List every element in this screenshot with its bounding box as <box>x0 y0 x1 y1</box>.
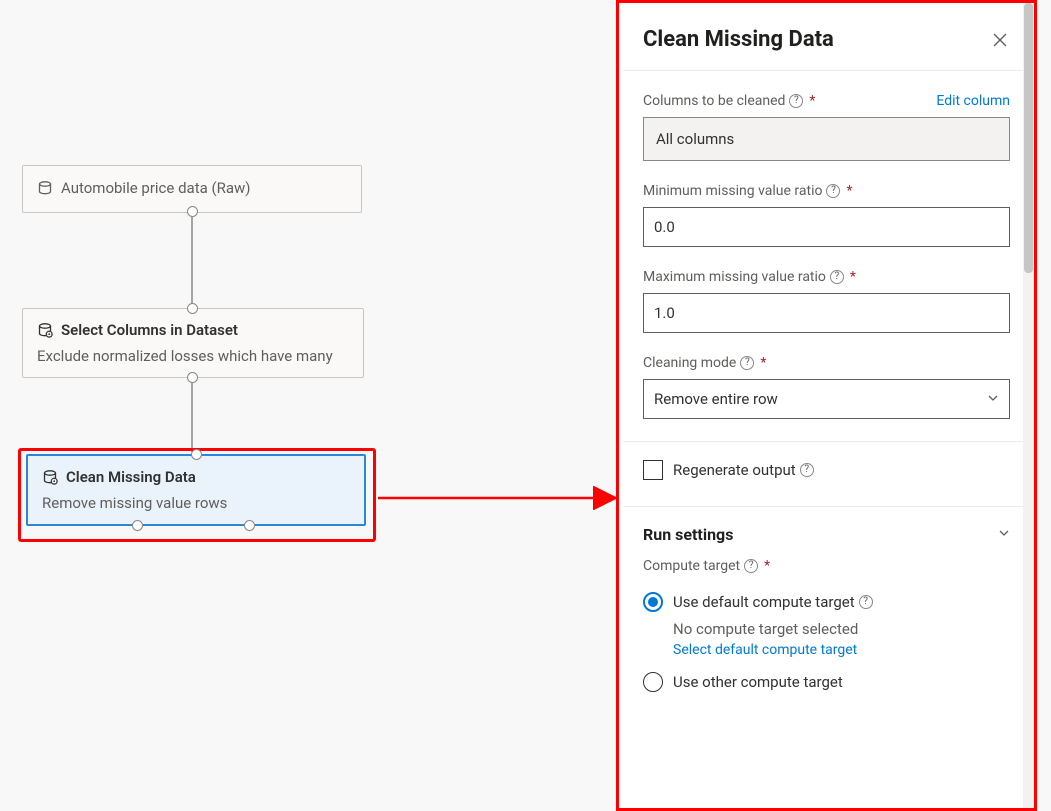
regenerate-output-row: Regenerate output ? <box>643 442 1010 484</box>
field-min-ratio: Minimum missing value ratio ? * <box>643 183 1010 247</box>
max-ratio-input[interactable] <box>643 293 1010 333</box>
help-icon[interactable]: ? <box>740 356 754 370</box>
node-output-port[interactable] <box>187 372 198 383</box>
run-settings-header[interactable]: Run settings <box>643 507 1010 544</box>
panel-scrollbar[interactable] <box>1023 3 1034 808</box>
default-compute-sub: No compute target selected Select defaul… <box>673 620 1010 658</box>
annotation-arrow <box>378 486 628 510</box>
module-icon <box>37 322 53 338</box>
node-subtitle: Remove missing value rows <box>42 494 350 512</box>
field-label: Compute target ? * <box>643 558 1010 574</box>
radio-label: Use other compute target <box>673 673 843 691</box>
field-columns-to-clean: Columns to be cleaned ? * Edit column Al… <box>643 93 1010 161</box>
radio-default-compute[interactable] <box>643 592 663 612</box>
section-title: Run settings <box>643 525 733 544</box>
node-subtitle: Exclude normalized losses which have man… <box>37 347 349 365</box>
radio-label: Use default compute target ? <box>673 593 873 611</box>
field-label: Columns to be cleaned ? * <box>643 93 815 109</box>
required-mark: * <box>850 269 856 285</box>
edit-column-link[interactable]: Edit column <box>936 93 1010 109</box>
required-mark: * <box>760 355 766 371</box>
regenerate-checkbox[interactable] <box>643 460 663 480</box>
help-icon[interactable]: ? <box>789 94 803 108</box>
node-output-port[interactable] <box>187 206 198 217</box>
required-mark: * <box>809 93 815 109</box>
field-label: Maximum missing value ratio ? * <box>643 269 856 285</box>
pipeline-node-clean-missing-data[interactable]: Clean Missing Data Remove missing value … <box>26 454 366 526</box>
pipeline-node-dataset[interactable]: Automobile price data (Raw) <box>22 165 362 213</box>
node-title: Clean Missing Data <box>66 468 196 486</box>
node-input-port[interactable] <box>187 303 198 314</box>
help-icon[interactable]: ? <box>800 463 814 477</box>
field-cleaning-mode: Cleaning mode ? * Remove entire row <box>643 355 1010 419</box>
min-ratio-input[interactable] <box>643 207 1010 247</box>
node-title: Automobile price data (Raw) <box>61 179 251 197</box>
help-icon[interactable]: ? <box>744 559 758 573</box>
node-output-port-2[interactable] <box>244 520 255 531</box>
field-label: Minimum missing value ratio ? * <box>643 183 853 199</box>
radio-other-compute[interactable] <box>643 672 663 692</box>
select-value: Remove entire row <box>654 390 778 408</box>
module-icon <box>42 469 58 485</box>
required-mark: * <box>764 558 770 574</box>
node-title: Select Columns in Dataset <box>61 321 238 339</box>
field-compute-target: Compute target ? * Use default compute t… <box>643 558 1010 700</box>
field-max-ratio: Maximum missing value ratio ? * <box>643 269 1010 333</box>
help-icon[interactable]: ? <box>826 184 840 198</box>
panel-title: Clean Missing Data <box>643 27 834 52</box>
pipeline-node-select-columns[interactable]: Select Columns in Dataset Exclude normal… <box>22 308 364 378</box>
cleaning-mode-select[interactable]: Remove entire row <box>643 379 1010 419</box>
properties-panel: Clean Missing Data Columns to be cleaned… <box>616 0 1037 811</box>
chevron-down-icon <box>998 527 1010 543</box>
radio-row-default-compute[interactable]: Use default compute target ? <box>643 584 1010 620</box>
pipeline-canvas[interactable]: Automobile price data (Raw) Select Colum… <box>0 0 616 811</box>
no-compute-text: No compute target selected <box>673 620 1010 638</box>
regenerate-label: Regenerate output ? <box>673 461 814 479</box>
node-input-port[interactable] <box>191 449 202 460</box>
node-output-port-1[interactable] <box>132 520 143 531</box>
select-default-compute-link[interactable]: Select default compute target <box>673 642 857 658</box>
scrollbar-thumb[interactable] <box>1024 3 1033 273</box>
columns-value: All columns <box>643 117 1010 161</box>
chevron-down-icon <box>987 390 999 408</box>
required-mark: * <box>846 183 852 199</box>
dataset-icon <box>37 180 53 196</box>
radio-row-other-compute[interactable]: Use other compute target <box>643 664 1010 700</box>
close-button[interactable] <box>990 30 1010 50</box>
close-icon <box>993 33 1007 47</box>
field-label: Cleaning mode ? * <box>643 355 766 371</box>
help-icon[interactable]: ? <box>859 595 873 609</box>
pipeline-edges <box>0 0 616 811</box>
help-icon[interactable]: ? <box>830 270 844 284</box>
